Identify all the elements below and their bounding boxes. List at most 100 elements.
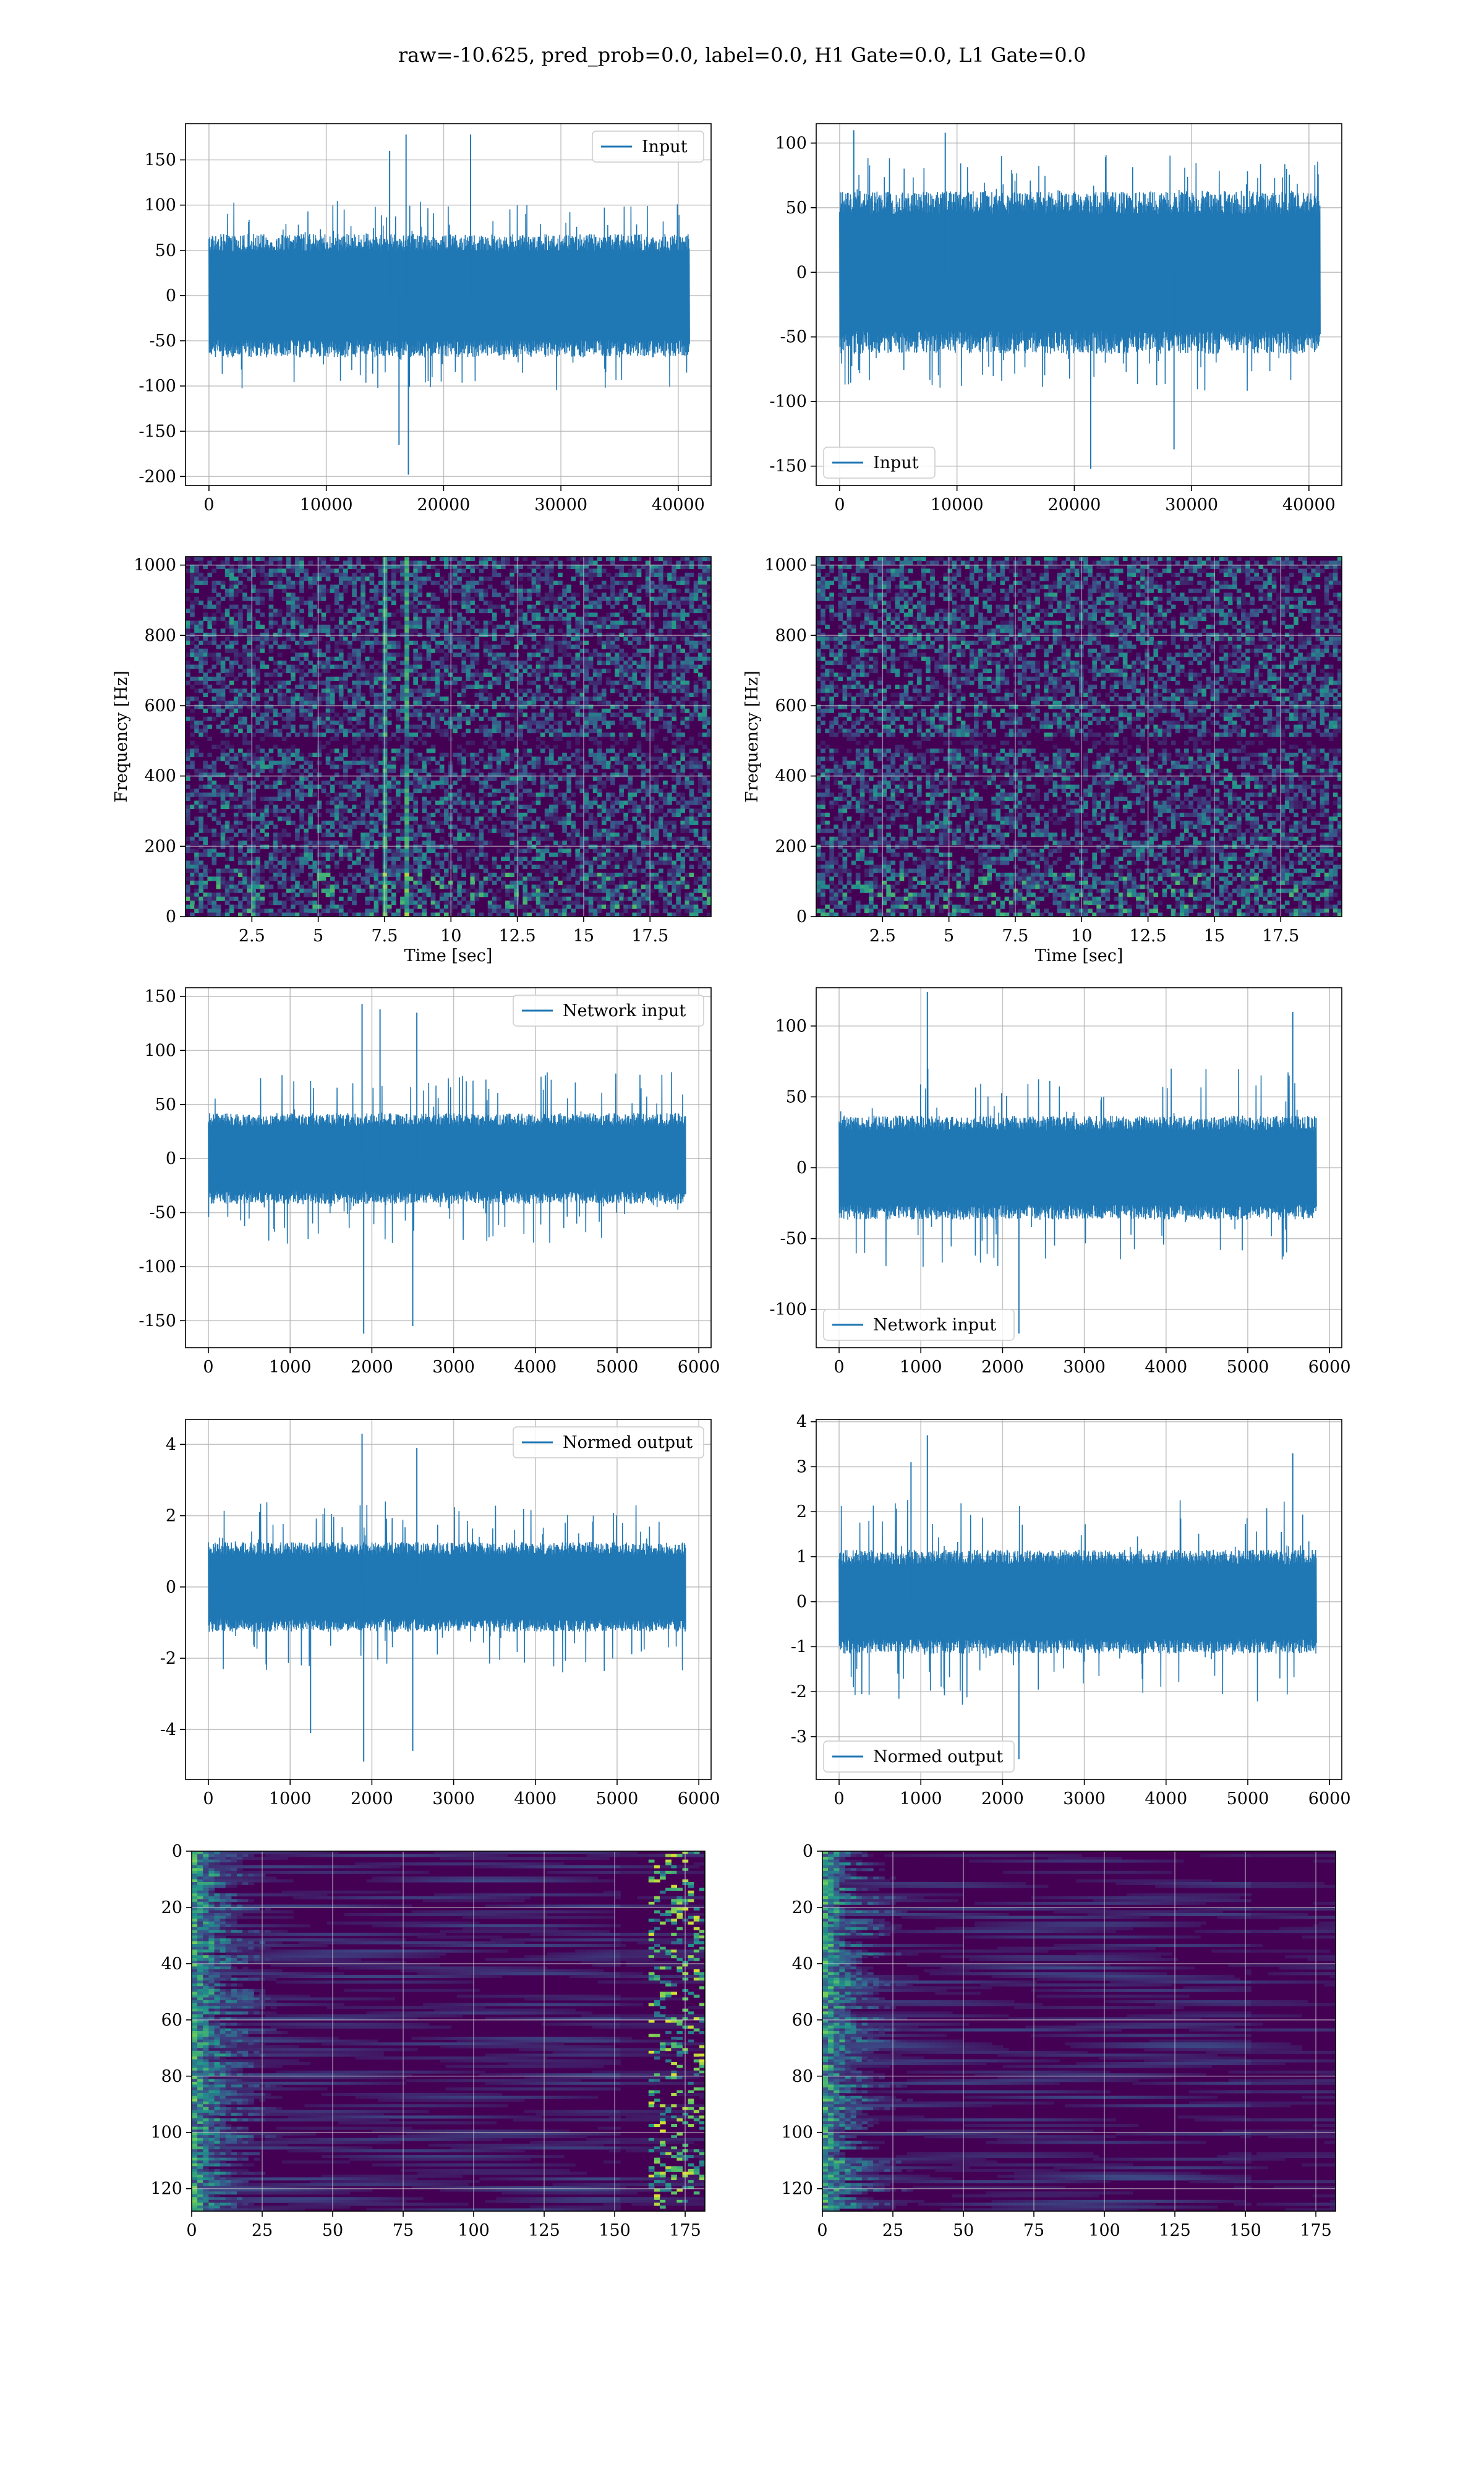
y-tick-label: 0 bbox=[166, 286, 176, 306]
x-tick-label: 5000 bbox=[596, 1789, 639, 1808]
input-right-plot-area bbox=[816, 124, 1342, 486]
x-tick-label: 0 bbox=[203, 495, 214, 515]
y-tick-label: 50 bbox=[155, 241, 176, 260]
y-tick-label: -200 bbox=[139, 467, 176, 486]
x-tick-label: 75 bbox=[1023, 2221, 1044, 2240]
x-tick-label: 3000 bbox=[432, 1358, 475, 1377]
x-tick-label: 5 bbox=[944, 927, 954, 946]
y-tick-label: 0 bbox=[166, 1149, 176, 1168]
x-tick-label: 5000 bbox=[1227, 1358, 1269, 1377]
y-tick-label: 600 bbox=[144, 696, 176, 716]
y-tick-label: 0 bbox=[796, 1158, 807, 1178]
legend-label: Normed output bbox=[563, 1433, 693, 1452]
x-tick-label: 125 bbox=[1159, 2221, 1191, 2240]
y-tick-label: 50 bbox=[786, 1087, 807, 1106]
x-tick-label: 25 bbox=[882, 2221, 903, 2240]
x-tick-label: 40000 bbox=[652, 495, 705, 515]
y-tick-label: 150 bbox=[144, 987, 176, 1006]
x-tick-label: 0 bbox=[834, 495, 845, 515]
activation-right-panel: 0 25 50 75 100 125 150 175 0 20 40 60 80 100 120 bbox=[781, 1842, 1336, 2240]
y-tick-label: 1 bbox=[796, 1547, 807, 1567]
y-tick-label: 40 bbox=[161, 1954, 182, 1974]
y-tick-label: 50 bbox=[786, 199, 807, 218]
y-tick-label: 100 bbox=[781, 2123, 813, 2142]
y-tick-label: -2 bbox=[791, 1682, 807, 1701]
x-tick-label: 0 bbox=[203, 1789, 213, 1808]
figure-title: raw=-10.625, pred_prob=0.0, label=0.0, H… bbox=[398, 43, 1086, 67]
y-tick-label: 150 bbox=[144, 151, 176, 170]
y-axis-label: Frequency [Hz] bbox=[112, 670, 131, 802]
y-tick-label: -50 bbox=[150, 1204, 176, 1223]
x-tick-label: 25 bbox=[252, 2221, 273, 2240]
x-tick-label: 50 bbox=[953, 2221, 974, 2240]
y-tick-label: 2 bbox=[166, 1507, 176, 1526]
y-tick-label: -100 bbox=[139, 377, 176, 396]
x-tick-label: 6000 bbox=[678, 1789, 720, 1808]
y-tick-label: 600 bbox=[775, 696, 807, 716]
x-tick-label: 2.5 bbox=[239, 927, 265, 946]
x-tick-label: 12.5 bbox=[499, 927, 536, 946]
y-tick-label: 400 bbox=[144, 767, 176, 786]
activation-right-frame bbox=[822, 1851, 1336, 2212]
y-tick-label: -50 bbox=[150, 332, 176, 351]
y-tick-label: 100 bbox=[775, 1017, 807, 1036]
y-tick-label: 0 bbox=[166, 1578, 176, 1597]
y-tick-label: -100 bbox=[769, 392, 807, 411]
x-tick-label: 15 bbox=[1204, 927, 1225, 946]
legend: Network input bbox=[823, 1309, 1015, 1341]
legend-label: Network input bbox=[873, 1316, 996, 1335]
y-tick-label: 100 bbox=[144, 196, 176, 215]
x-tick-label: 50 bbox=[322, 2221, 343, 2240]
series-line bbox=[208, 201, 690, 390]
activation-left-frame bbox=[191, 1851, 706, 2212]
y-tick-label: 200 bbox=[775, 837, 807, 856]
y-tick-label: 0 bbox=[796, 907, 807, 927]
x-tick-label: 0 bbox=[203, 1358, 213, 1377]
y-tick-label: 100 bbox=[775, 134, 807, 153]
legend-label: Normed output bbox=[873, 1747, 1003, 1766]
x-tick-label: 1000 bbox=[900, 1789, 942, 1808]
x-tick-label: 20000 bbox=[1047, 495, 1101, 515]
x-tick-label: 12.5 bbox=[1130, 927, 1167, 946]
y-tick-label: 60 bbox=[792, 2011, 813, 2030]
spectrogram-right-panel: 2.5 5 7.5 10 12.5 15 17.5 0 200 400 600 800 1000 Time… bbox=[743, 556, 1342, 965]
y-tick-label: 4 bbox=[166, 1435, 176, 1454]
x-tick-label: 17.5 bbox=[631, 927, 668, 946]
y-tick-label: 20 bbox=[792, 1898, 813, 1917]
x-tick-label: 15 bbox=[573, 927, 594, 946]
y-tick-label: -150 bbox=[139, 422, 176, 441]
x-tick-label: 7.5 bbox=[1002, 927, 1028, 946]
normed-output-left-frame bbox=[185, 1419, 712, 1780]
x-tick-label: 2000 bbox=[981, 1789, 1024, 1808]
x-tick-label: 17.5 bbox=[1262, 927, 1299, 946]
y-tick-label: 3 bbox=[796, 1457, 807, 1476]
y-tick-label: 1000 bbox=[764, 556, 807, 575]
series-line bbox=[208, 1501, 686, 1672]
input-right-frame bbox=[816, 123, 1342, 486]
x-tick-label: 10000 bbox=[300, 495, 353, 515]
y-tick-label: -3 bbox=[791, 1727, 807, 1747]
x-tick-label: 150 bbox=[599, 2221, 631, 2240]
y-tick-label: 2 bbox=[796, 1502, 807, 1522]
x-tick-label: 2.5 bbox=[869, 927, 896, 946]
x-tick-label: 20000 bbox=[417, 495, 470, 515]
y-tick-label: 100 bbox=[144, 1041, 176, 1060]
x-tick-label: 3000 bbox=[432, 1789, 475, 1808]
x-tick-label: 2000 bbox=[351, 1789, 393, 1808]
x-tick-label: 175 bbox=[1300, 2221, 1332, 2240]
activation-left-plot-area bbox=[192, 1851, 705, 2211]
x-tick-label: 4000 bbox=[1145, 1789, 1187, 1808]
input-left-frame bbox=[185, 123, 712, 486]
legend-label: Network input bbox=[563, 1001, 686, 1021]
x-tick-label: 0 bbox=[834, 1789, 844, 1808]
y-tick-label: -4 bbox=[160, 1720, 176, 1739]
y-tick-label: 100 bbox=[150, 2123, 182, 2142]
x-tick-label: 2000 bbox=[351, 1358, 393, 1377]
x-tick-label: 10000 bbox=[931, 495, 984, 515]
y-tick-label: 0 bbox=[796, 263, 807, 282]
y-tick-label: 1000 bbox=[134, 556, 176, 575]
x-tick-label: 100 bbox=[458, 2221, 490, 2240]
series-line bbox=[838, 1500, 1317, 1705]
y-tick-label: 4 bbox=[796, 1413, 807, 1432]
